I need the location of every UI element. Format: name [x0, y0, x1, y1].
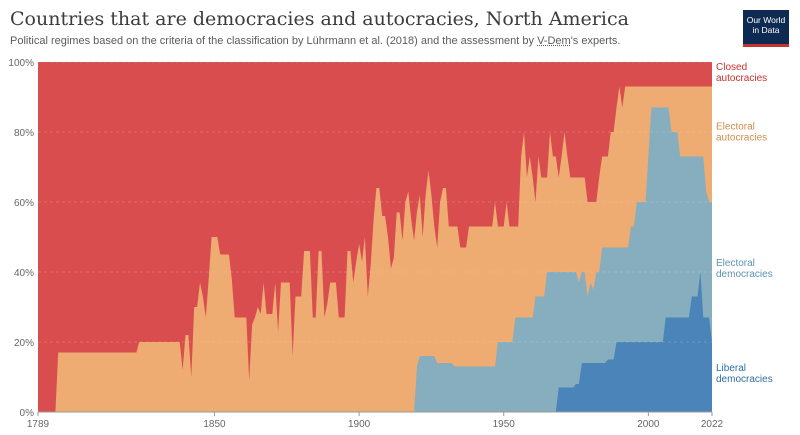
legend-label-electoral-autocracies: Electoral autocracies [716, 122, 767, 144]
x-tick-label: 1950 [493, 419, 516, 430]
x-tick-label: 1900 [348, 419, 371, 430]
logo-line-2: in Data [752, 25, 780, 35]
legend-label-line: democracies [716, 374, 773, 385]
legend-label-electoral-democracies: Electoral democracies [716, 258, 773, 280]
y-tick-label: 0% [20, 408, 35, 419]
y-tick-label: 20% [14, 338, 34, 349]
chart-subtitle: Political regimes based on the criteria … [10, 35, 620, 47]
subtitle-text-end: 's experts. [570, 35, 621, 47]
y-tick-label: 80% [14, 128, 34, 139]
legend-label-line: autocracies [716, 73, 767, 84]
x-tick-label: 1789 [27, 419, 50, 430]
y-tick-label: 40% [14, 268, 34, 279]
legend-label-liberal-democracies: Liberal democracies [716, 363, 773, 385]
legend-label-line: Closed [716, 62, 747, 73]
subtitle-text: Political regimes based on the criteria … [10, 35, 538, 47]
x-tick-label: 2000 [637, 419, 660, 430]
logo-line-1: Our World [746, 15, 786, 25]
legend-label-line: autocracies [716, 133, 767, 144]
y-tick-label: 100% [8, 58, 34, 69]
subtitle-link-vdem[interactable]: V-Dem [537, 35, 571, 47]
area-liberal-democracies [38, 272, 712, 412]
legend-label-line: Electoral [716, 122, 755, 133]
y-tick-label: 60% [14, 198, 34, 209]
chart-title: Countries that are democracies and autoc… [10, 8, 629, 30]
legend-label-line: democracies [716, 269, 773, 280]
owid-logo[interactable]: Our World in Data [743, 10, 789, 47]
x-tick-label: 2022 [701, 419, 724, 430]
x-tick-label: 1850 [203, 419, 226, 430]
legend-label-line: Electoral [716, 258, 755, 269]
legend-label-closed-autocracies: Closed autocracies [716, 62, 767, 84]
area-electoral-democracies [38, 107, 712, 412]
legend-label-line: Liberal [716, 363, 746, 374]
